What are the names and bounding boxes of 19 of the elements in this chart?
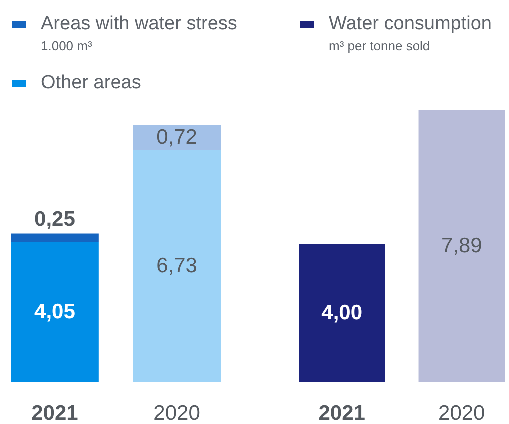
x-tick-label: 2021	[318, 402, 366, 424]
y-axis-title: m³ per tonne sold	[329, 38, 430, 54]
legend-label: Areas with water stress	[41, 14, 238, 34]
x-tick-label: 2020	[438, 402, 486, 424]
data-label: 0,72	[156, 126, 198, 150]
y-axis-title: 1.000 m³	[41, 38, 93, 54]
data-label: 0,25	[34, 208, 76, 231]
legend-label: Water consumption	[329, 14, 492, 34]
x-tick-label: 2020	[154, 402, 200, 424]
bar	[11, 242, 99, 382]
bar	[11, 234, 99, 242]
x-tick-label: 2021	[32, 402, 79, 424]
data-label: 4,05	[34, 300, 76, 324]
data-label: 4,00	[322, 302, 363, 325]
legend-label: Other areas	[41, 72, 142, 94]
bar	[133, 150, 221, 382]
data-label: 7,89	[441, 234, 482, 258]
data-label: 6,73	[156, 254, 198, 278]
bar	[133, 125, 221, 150]
